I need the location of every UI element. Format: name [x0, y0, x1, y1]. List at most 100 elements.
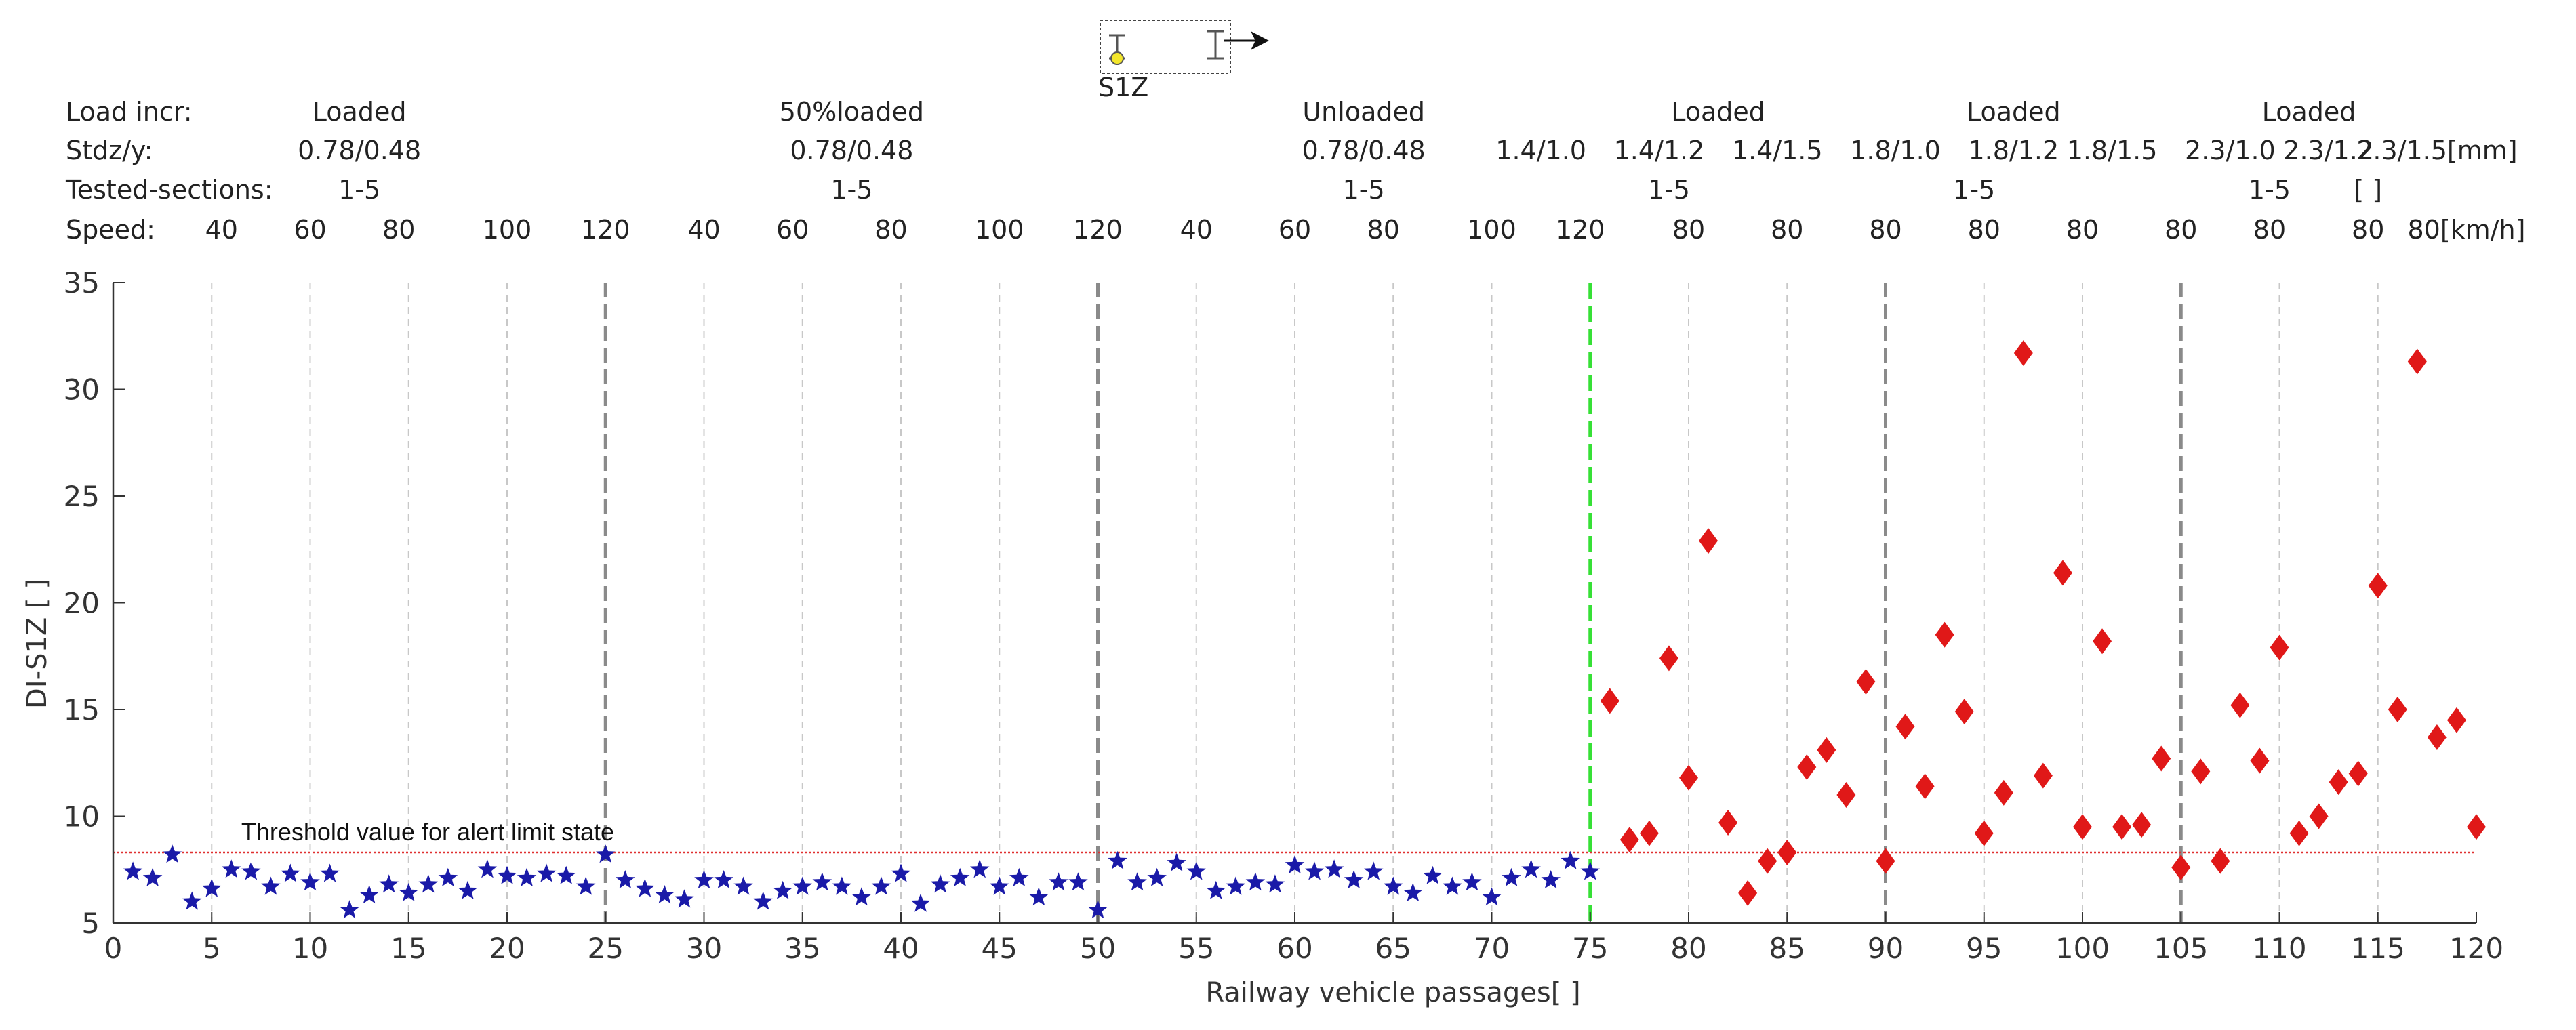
header-speed-row: 40 60 80 100 120 40 60 80 100 120 40 60 80 100 120 80 80… — [205, 215, 2526, 245]
data-point-star — [162, 844, 182, 863]
data-point-diamond — [1699, 528, 1718, 554]
header-load-label: Loaded — [1671, 97, 1765, 127]
data-point-diamond — [1856, 669, 1876, 695]
data-point-star — [1541, 870, 1561, 889]
data-point-diamond — [1915, 773, 1935, 800]
header-load-label: Unloaded — [1302, 97, 1425, 127]
x-tick-label: 40 — [883, 932, 919, 965]
series-damaged — [1600, 339, 2486, 906]
x-tick-label: 30 — [686, 932, 722, 965]
header-speed-label: 60 — [776, 215, 809, 245]
x-axis-label: Railway vehicle passages[ ] — [1205, 977, 1580, 1008]
header-std-label: 1.8/1.2 — [1968, 136, 2059, 165]
header-load-label: Loaded — [1967, 97, 2061, 127]
header-speed-label: 80 — [874, 215, 907, 245]
data-point-star — [241, 861, 261, 880]
data-point-star — [655, 885, 675, 904]
data-point-star — [832, 876, 852, 895]
data-point-star — [1029, 887, 1049, 906]
data-point-diamond — [1954, 699, 1974, 725]
data-point-diamond — [1659, 645, 1678, 672]
header-row-label: Stdz/y: — [66, 136, 153, 165]
header-sections-label: 1-5 — [1343, 175, 1385, 205]
data-point-diamond — [2093, 628, 2112, 655]
header-std-label: 1.4/1.2 — [1614, 136, 1705, 165]
header-speed-label: 80 — [2253, 215, 2286, 245]
data-point-star — [1521, 859, 1541, 878]
header-speed-label: 80 — [1968, 215, 2000, 245]
header-speed-label: 80 — [2165, 215, 2197, 245]
data-point-star — [792, 876, 812, 895]
y-tick-label: 15 — [64, 693, 100, 726]
data-point-star — [142, 867, 163, 886]
data-point-diamond — [1935, 621, 1954, 648]
x-tick-label: 25 — [588, 932, 624, 965]
header-std-row: 0.78/0.48 0.78/0.48 0.78/0.48 1.4/1.0 1.4/1.… — [298, 136, 2517, 165]
y-tick-label: 35 — [64, 266, 100, 300]
header-std-label: 0.78/0.48 — [298, 136, 421, 165]
header-speed-label: 40 — [205, 215, 238, 245]
minor-gridlines — [211, 283, 2379, 923]
x-tick-label: 90 — [1868, 932, 1904, 965]
header-speed-label: 100 — [483, 215, 532, 245]
data-point-diamond — [2250, 747, 2270, 774]
data-point-star — [1285, 855, 1305, 874]
x-tick-label: 20 — [489, 932, 525, 965]
data-point-diamond — [1777, 840, 1797, 866]
data-point-diamond — [1974, 820, 1994, 846]
data-point-star — [1127, 872, 1147, 891]
data-point-star — [990, 876, 1009, 895]
data-point-star — [340, 900, 359, 919]
data-point-star — [1265, 874, 1285, 893]
data-point-diamond — [1718, 809, 1738, 836]
data-point-star — [1147, 867, 1167, 886]
data-point-star — [910, 893, 931, 912]
data-point-diamond — [1619, 827, 1639, 853]
data-point-diamond — [1895, 714, 1915, 740]
header-std-label: 0.78/0.48 — [1302, 136, 1426, 165]
data-point-diamond — [2073, 814, 2092, 840]
x-tick-label: 5 — [203, 932, 221, 965]
data-point-star — [1363, 861, 1384, 880]
data-point-star — [438, 867, 458, 886]
data-point-star — [576, 876, 596, 895]
series-undamaged — [123, 844, 1600, 919]
data-point-star — [182, 891, 202, 910]
header-sections-label: 1-5 — [2249, 175, 2291, 205]
header-speed-label: 120 — [1073, 215, 1123, 245]
data-point-diamond — [1758, 848, 1777, 874]
sensor-box — [1100, 20, 1231, 74]
data-point-diamond — [2013, 339, 2033, 366]
data-point-star — [1068, 872, 1088, 891]
x-tick-label: 70 — [1474, 932, 1510, 965]
data-point-star — [1403, 882, 1423, 901]
header-speed-label: 80[km/h] — [2408, 215, 2526, 245]
x-ticks: 0 5 10 15 20 25 30 35 40 45 50 55 60 65 70 75 80 85 90 95 10… — [104, 912, 2503, 965]
y-tick-label: 30 — [64, 373, 100, 407]
header-row-label: Tested-sections: — [65, 175, 273, 205]
data-point-diamond — [2329, 769, 2348, 796]
data-point-star — [950, 867, 970, 886]
data-point-star — [281, 863, 300, 882]
data-point-star — [458, 880, 478, 899]
data-point-diamond — [2447, 707, 2466, 733]
header-speed-label: 120 — [581, 215, 630, 245]
threshold-label: Threshold value for alert limit state — [241, 818, 614, 846]
data-point-star — [773, 880, 792, 899]
header-std-label: 2.3/1.0 — [2185, 136, 2276, 165]
y-tick-label: 10 — [64, 800, 100, 833]
data-point-diamond — [2152, 745, 2171, 772]
data-point-star — [1245, 872, 1266, 891]
data-point-star — [1482, 887, 1502, 906]
header-speed-label: 40 — [1180, 215, 1213, 245]
data-point-star — [596, 844, 616, 863]
data-point-star — [1167, 852, 1186, 871]
data-point-star — [123, 861, 143, 880]
data-point-star — [1384, 876, 1403, 895]
data-point-star — [261, 876, 281, 895]
sensor-dot-icon — [1110, 52, 1124, 65]
header-sections-row: 1-5 1-5 1-5 1-5 1-5 1-5 [ ] — [338, 175, 2382, 205]
data-point-star — [536, 863, 557, 882]
threshold-line-group: Threshold value for alert limit state — [113, 818, 2476, 854]
header-speed-label: 80 — [1672, 215, 1705, 245]
